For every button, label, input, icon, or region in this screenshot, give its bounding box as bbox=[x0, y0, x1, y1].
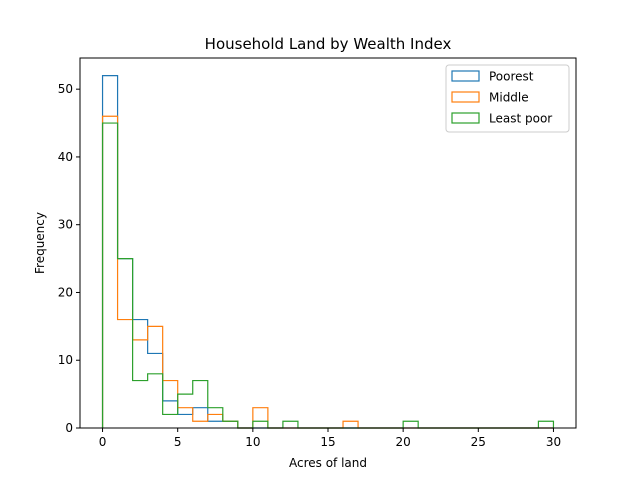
y-axis-label: Frequency bbox=[33, 212, 47, 274]
x-axis-label: Acres of land bbox=[289, 456, 367, 470]
legend-label: Poorest bbox=[489, 70, 534, 84]
x-tick-label: 25 bbox=[471, 435, 486, 449]
y-tick-label: 50 bbox=[58, 82, 73, 96]
legend-swatch bbox=[451, 70, 480, 82]
legend-label: Least poor bbox=[489, 112, 552, 126]
x-tick-label: 30 bbox=[546, 435, 561, 449]
y-tick-label: 20 bbox=[58, 285, 73, 299]
y-tick-label: 0 bbox=[65, 421, 73, 435]
legend-frame bbox=[445, 64, 570, 133]
x-ticks: 0 5 10 15 20 25 30 bbox=[99, 428, 561, 449]
legend-swatch bbox=[451, 112, 480, 124]
x-tick-label: 15 bbox=[320, 435, 335, 449]
x-tick-label: 20 bbox=[396, 435, 411, 449]
x-tick-label: 5 bbox=[174, 435, 182, 449]
chart-title: Household Land by Wealth Index bbox=[205, 35, 452, 53]
series-step-1 bbox=[101, 115, 554, 429]
legend-label: Middle bbox=[489, 91, 529, 105]
x-tick-label: 10 bbox=[245, 435, 260, 449]
legend-swatch bbox=[451, 91, 480, 103]
legend: Poorest Middle Least poor bbox=[445, 64, 570, 133]
y-tick-label: 40 bbox=[58, 150, 73, 164]
x-tick-label: 0 bbox=[99, 435, 107, 449]
y-tick-label: 10 bbox=[58, 353, 73, 367]
series-step-2 bbox=[101, 122, 555, 429]
y-tick-label: 30 bbox=[58, 218, 73, 232]
y-ticks: 0 10 20 30 40 50 bbox=[58, 82, 80, 435]
